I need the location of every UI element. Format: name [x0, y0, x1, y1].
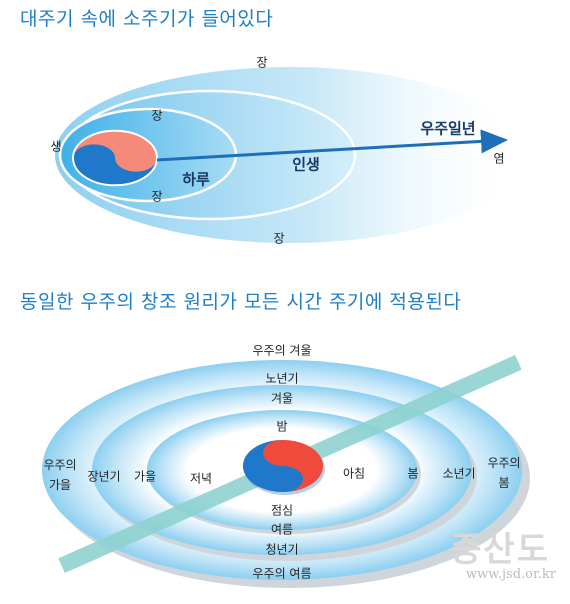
label-uju-bom: 우주의 봄 [487, 456, 521, 490]
label-cheongnyeongi: 청년기 [265, 542, 299, 557]
label-jang-top: 장 [256, 55, 268, 70]
label-ujuilnyeon: 우주일년 [420, 119, 476, 138]
watermark-url: www.jsd.or.kr [466, 567, 556, 582]
heading-same-principle: 동일한 우주의 창조 원리가 모든 시간 주기에 적용된다 [20, 291, 462, 313]
label-nonyeongi: 노년기 [265, 371, 299, 386]
label-haru: 하루 [182, 170, 210, 189]
heading-macro-micro-cycles: 대주기 속에 소주기가 들어있다 [20, 8, 274, 30]
label-jeonyeok: 저녁 [189, 471, 213, 486]
time-arrow [156, 129, 508, 162]
label-jang-inner-top: 장 [151, 108, 163, 123]
concentric-cycles-graphic [42, 355, 530, 588]
label-bom: 봄 [407, 466, 419, 481]
label-yeoreum: 여름 [270, 522, 294, 537]
label-insaeng: 인생 [292, 155, 320, 174]
label-saeng: 생 [50, 139, 62, 154]
label-bam: 밤 [276, 419, 288, 434]
label-gyeoul: 겨울 [270, 391, 294, 406]
label-sonyeongi: 소년기 [442, 466, 476, 481]
nested-cycles-graphic [55, 67, 525, 243]
label-gaeul: 가을 [133, 469, 157, 484]
label-jeomsim: 점심 [270, 503, 294, 518]
label-jang-inner-bottom: 장 [151, 189, 163, 204]
yinyang-icon [72, 129, 158, 187]
label-achim: 아침 [342, 466, 366, 481]
label-uju-yeoreum: 우주의 여름 [252, 566, 312, 581]
watermark-brand: 증산도 [450, 530, 550, 570]
label-yeom: 염 [493, 151, 505, 166]
yinyang-center-icon [243, 440, 325, 495]
label-uju-gaeul: 우주의 가을 [43, 458, 77, 492]
nested-cycles-diagram: 장 장 생 하루 인생 우주일년 염 장 장 [0, 40, 570, 260]
label-uju-gyeoul: 우주의 겨울 [252, 343, 312, 358]
label-jang-bottom: 장 [273, 231, 285, 246]
label-jangnyeongi: 장년기 [87, 469, 121, 484]
concentric-cycles-diagram: 우주의 겨울 노년기 겨울 밤 우주의 가을 장년기 가을 저녁 아침 봄 소년… [0, 330, 570, 600]
